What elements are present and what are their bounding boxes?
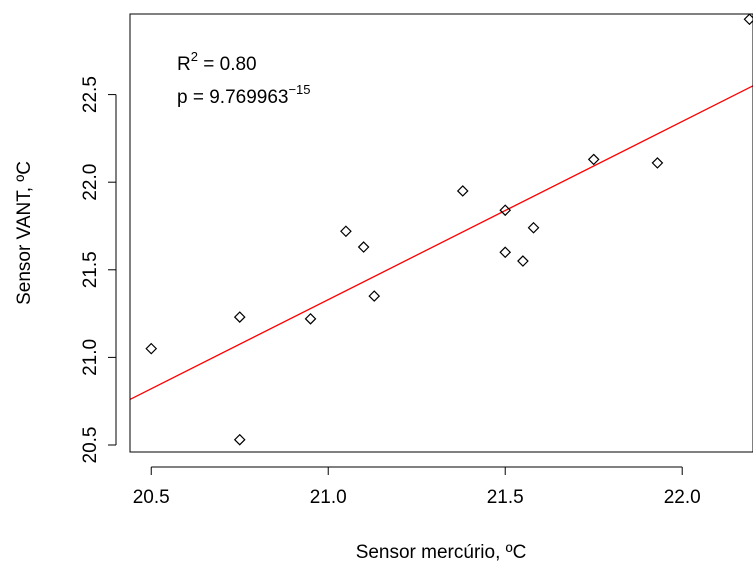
data-point xyxy=(357,241,370,253)
p-value-exponent: −15 xyxy=(288,82,310,97)
data-point xyxy=(233,311,246,323)
data-point xyxy=(233,433,246,446)
x-axis-label: Sensor mercúrio, ºC xyxy=(356,542,527,563)
points-layer xyxy=(145,13,753,446)
p-value-annotation: p = 9.769963−15 xyxy=(177,82,311,108)
x-tick-label: 22.0 xyxy=(664,487,701,508)
data-point xyxy=(499,204,512,217)
data-point xyxy=(304,312,317,325)
data-point xyxy=(651,157,664,169)
svg-text:p = 9.769963−15: p = 9.769963−15 xyxy=(177,82,311,108)
plot-frame xyxy=(129,13,753,453)
x-tick-label: 21.0 xyxy=(310,487,347,508)
y-axis: 20.5 21.0 21.5 22.0 22.5 xyxy=(80,76,117,463)
data-point xyxy=(340,225,352,238)
r2-symbol: R xyxy=(177,54,191,75)
data-point xyxy=(527,221,540,234)
data-point xyxy=(499,246,512,259)
y-tick-label: 21.5 xyxy=(80,251,101,288)
x-tick-label: 21.5 xyxy=(487,487,524,508)
r2-exponent: 2 xyxy=(191,49,198,64)
svg-text:R2 = 0.80: R2 = 0.80 xyxy=(177,49,257,75)
r-squared-annotation: R2 = 0.80 xyxy=(177,49,257,75)
y-axis-label: Sensor VANT, ºC xyxy=(14,161,35,305)
x-axis: 20.5 21.0 21.5 22.0 xyxy=(133,466,701,508)
fit-layer xyxy=(130,85,753,401)
regression-line xyxy=(130,85,753,401)
y-tick-label: 22.0 xyxy=(80,164,101,201)
x-tick-label: 20.5 xyxy=(133,487,170,508)
data-point xyxy=(743,13,753,26)
data-point xyxy=(456,185,469,197)
data-point xyxy=(587,153,600,166)
y-tick-label: 22.5 xyxy=(80,76,101,113)
data-point xyxy=(517,255,529,267)
data-point xyxy=(368,290,381,302)
p-value-text: p = 9.769963 xyxy=(177,87,288,108)
r2-value: = 0.80 xyxy=(198,54,257,75)
y-tick-label: 20.5 xyxy=(80,426,101,463)
y-tick-label: 21.0 xyxy=(80,339,101,376)
data-point xyxy=(145,342,158,355)
